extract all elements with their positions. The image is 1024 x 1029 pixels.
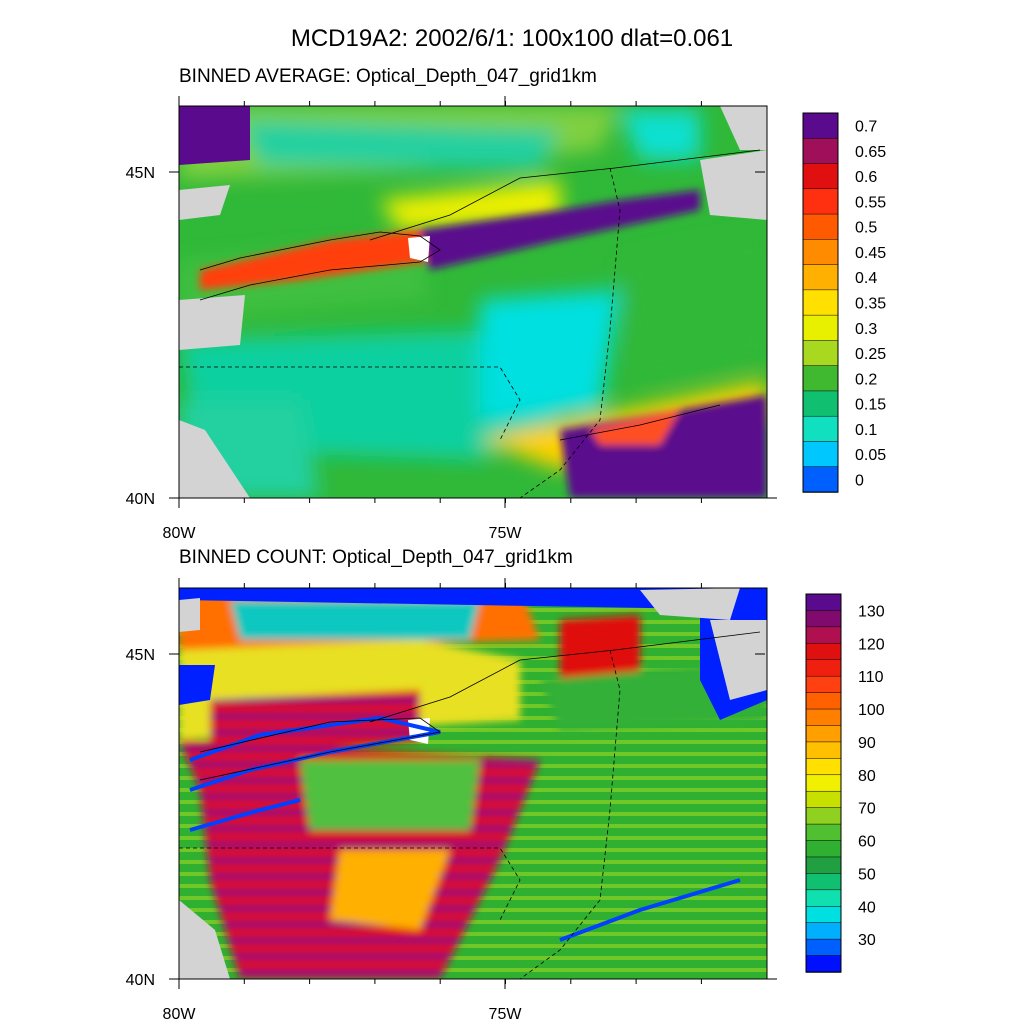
colorbar-label: 0.6 <box>855 169 877 186</box>
lon-label: 75W <box>489 525 523 542</box>
colorbar-box <box>802 314 839 342</box>
colorbar-box <box>805 906 842 924</box>
colorbar-box <box>805 856 842 875</box>
colorbar-box <box>805 692 842 710</box>
colorbar-label: 40 <box>858 899 876 916</box>
colorbar-box <box>805 840 842 858</box>
colorbar-box <box>802 239 839 266</box>
colorbar-box <box>802 365 839 392</box>
colorbar-box <box>805 889 842 908</box>
colorbar-label: 0.7 <box>855 119 877 136</box>
colorbar-label: 0.4 <box>855 270 877 287</box>
colorbar-box <box>805 610 842 628</box>
colorbar-label: 130 <box>858 603 885 620</box>
colorbar-box <box>805 725 842 743</box>
colorbar-label: 0.25 <box>855 346 886 363</box>
lon-label: 75W <box>489 1006 523 1023</box>
colorbar-label: 110 <box>858 669 884 686</box>
colorbar-box <box>805 823 842 842</box>
colorbar-box <box>805 790 842 809</box>
lat-label: 40N <box>126 972 155 989</box>
colorbar-label: 0.1 <box>855 422 877 439</box>
colorbar-label: 0.5 <box>855 220 877 237</box>
colorbar-box <box>802 112 839 140</box>
colorbar-label: 50 <box>858 866 876 883</box>
colorbar-label: 0.15 <box>855 397 886 414</box>
lat-label: 45N <box>126 647 155 664</box>
colorbar-label: 120 <box>858 636 885 653</box>
colorbar-box <box>805 675 842 694</box>
colorbar-label: 0 <box>855 472 864 489</box>
colorbar-box <box>802 289 839 316</box>
colorbar-box <box>805 758 842 776</box>
colorbar-box <box>802 340 839 367</box>
colorbar-box <box>805 593 842 612</box>
lon-label: 80W <box>163 1006 197 1023</box>
colorbar-box <box>802 264 839 291</box>
colorbar-label: 0.55 <box>855 194 886 211</box>
colorbar-label: 0.65 <box>855 144 886 161</box>
colorbar-box <box>802 415 839 443</box>
colorbar-frame <box>805 593 842 973</box>
lon-label: 80W <box>163 525 197 542</box>
colorbar-box <box>805 659 842 677</box>
colorbar-box <box>805 741 842 760</box>
colorbar-box <box>802 390 839 417</box>
colorbar-label: 100 <box>858 702 885 719</box>
panel-title: BINNED COUNT: Optical_Depth_047_grid1km <box>179 547 573 568</box>
colorbar-box <box>805 955 842 973</box>
colorbar-frame <box>802 112 839 493</box>
colorbar-label: 0.35 <box>855 296 886 313</box>
colorbar-label: 0.45 <box>855 245 886 262</box>
title: MCD19A2: 2002/6/1: 100x100 dlat=0.061 <box>291 25 733 52</box>
colorbar-label: 70 <box>858 801 876 818</box>
colorbar-box <box>802 213 839 241</box>
colorbar-box <box>805 938 842 957</box>
lat-label: 40N <box>126 491 155 508</box>
colorbar-box <box>805 807 842 825</box>
lat-label: 45N <box>126 165 155 182</box>
colorbar-box <box>802 138 839 165</box>
colorbar-label: 30 <box>858 932 876 949</box>
colorbar-label: 0.2 <box>855 371 877 388</box>
colorbar-box <box>802 466 839 493</box>
colorbar-box <box>802 188 839 215</box>
colorbar-box <box>805 643 842 661</box>
colorbar-box <box>802 163 839 190</box>
map-count <box>179 588 767 979</box>
colorbar-label: 90 <box>858 735 876 752</box>
colorbar-label: 0.3 <box>855 321 877 338</box>
colorbar-box <box>805 626 842 645</box>
panel-title: BINNED AVERAGE: Optical_Depth_047_grid1k… <box>179 66 597 87</box>
colorbar-label: 60 <box>858 834 876 851</box>
colorbar-label: 0.05 <box>855 447 886 464</box>
colorbar-box <box>802 441 839 468</box>
colorbar-label: 80 <box>858 768 876 785</box>
colorbar-box <box>805 922 842 940</box>
colorbar-box <box>805 708 842 727</box>
colorbar-box <box>805 873 842 891</box>
colorbar-box <box>805 774 842 792</box>
map-average <box>179 106 767 498</box>
